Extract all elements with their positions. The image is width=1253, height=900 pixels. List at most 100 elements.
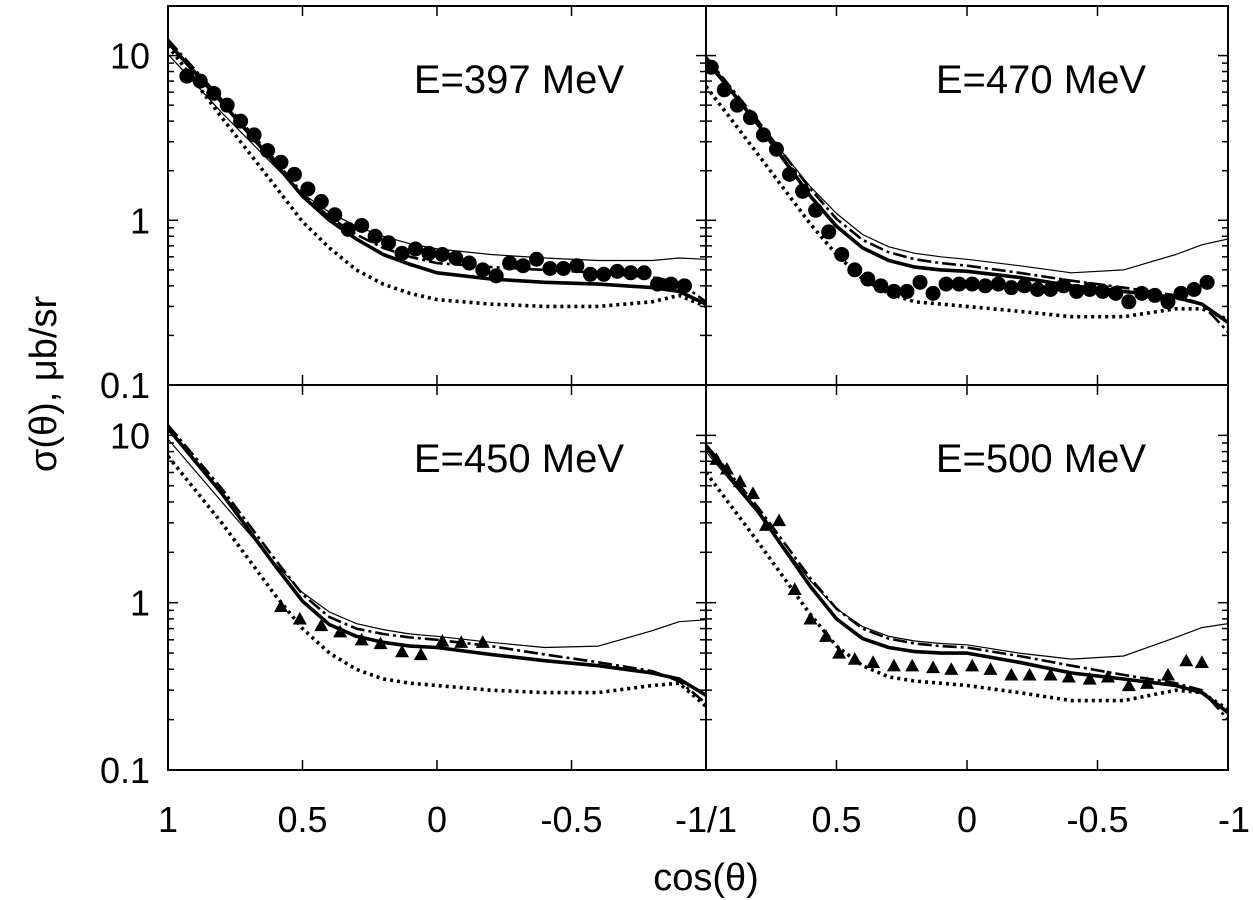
data-point — [1016, 278, 1032, 294]
data-point — [759, 518, 774, 531]
data-point — [768, 141, 784, 157]
data-point — [983, 662, 998, 675]
data-point — [1199, 274, 1215, 290]
data-point — [1121, 678, 1136, 692]
data-point — [407, 241, 423, 257]
data-point — [246, 127, 262, 143]
data-point — [1069, 283, 1085, 299]
data-point — [1095, 283, 1111, 299]
data-point — [569, 258, 585, 274]
data-point — [847, 262, 863, 278]
panel-top-left: E=397 MeV — [168, 5, 706, 386]
data-point — [233, 113, 249, 129]
data-point — [663, 276, 679, 292]
curve-dash-dot — [168, 424, 706, 705]
curve-thick-solid — [168, 41, 706, 306]
data-point — [1100, 669, 1115, 683]
x-tick-label: 0 — [957, 799, 977, 840]
data-point — [795, 183, 811, 199]
data-point — [847, 652, 862, 665]
curve-thick-solid — [706, 446, 1228, 715]
panel-bottom-right: E=500 MeV — [706, 384, 1228, 771]
data-point — [596, 266, 612, 282]
data-point — [873, 278, 889, 294]
curve-dotted — [706, 471, 1228, 712]
data-point — [1056, 278, 1072, 294]
data-point — [709, 452, 724, 465]
data-point — [787, 582, 802, 596]
data-point — [1061, 669, 1076, 683]
curve-dotted — [168, 44, 706, 309]
data-point — [899, 283, 915, 299]
x-tick-label: -0.5 — [1066, 799, 1128, 840]
data-point — [650, 276, 666, 292]
data-point — [219, 97, 235, 113]
y-tick-label: 1 — [130, 583, 150, 624]
data-point — [951, 276, 967, 292]
data-point — [745, 486, 760, 499]
data-point — [1194, 655, 1209, 668]
data-point — [782, 166, 798, 182]
data-point — [905, 658, 920, 672]
data-point — [367, 228, 383, 244]
data-point — [555, 260, 571, 276]
x-tick-label: 0 — [427, 799, 447, 840]
data-point — [636, 265, 652, 281]
data-point — [1179, 653, 1194, 667]
curve-dash-dot — [706, 443, 1228, 721]
data-point — [1173, 285, 1189, 301]
data-point — [542, 260, 558, 276]
data-point — [772, 513, 787, 527]
data-point — [475, 262, 491, 278]
data-point — [1043, 667, 1058, 681]
data-point — [1186, 282, 1202, 298]
x-tick-label: -0.5 — [540, 799, 602, 840]
data-point — [1160, 294, 1176, 310]
data-point — [1004, 667, 1019, 681]
x-tick-label: 1 — [158, 799, 178, 840]
data-point — [965, 658, 980, 672]
data-point — [1108, 285, 1124, 301]
data-point — [716, 82, 732, 98]
data-point — [1082, 671, 1097, 685]
data-point — [1147, 287, 1163, 303]
data-point — [314, 618, 329, 632]
data-point — [1029, 282, 1045, 298]
curves-top-right — [706, 56, 1228, 333]
data-point — [394, 245, 410, 261]
data-point — [977, 278, 993, 294]
data-point — [1134, 285, 1150, 301]
data-point — [1022, 667, 1037, 681]
data-point — [732, 474, 747, 488]
y-tick-label: 10 — [110, 415, 150, 456]
data-point — [1003, 280, 1019, 296]
y-tick-label: 1 — [130, 200, 150, 241]
data-point — [273, 154, 289, 170]
data-point — [1140, 676, 1155, 689]
y-axis-label: σ(θ), μb/sr — [23, 296, 65, 473]
data-point — [475, 635, 490, 648]
panel-top-right: E=470 MeV — [706, 5, 1228, 386]
data-point — [819, 629, 834, 642]
data-point — [729, 97, 745, 113]
data-point — [944, 662, 959, 675]
data-point — [286, 166, 302, 182]
x-tick-label: 0.5 — [277, 799, 327, 840]
data-point — [964, 276, 980, 292]
data-point — [313, 194, 329, 210]
data-point — [925, 285, 941, 301]
data-point — [454, 635, 469, 648]
curve-thin-solid — [706, 62, 1228, 274]
data-point — [623, 265, 639, 281]
data-point — [354, 217, 370, 233]
y-tick-label: 0.1 — [100, 365, 150, 406]
data-point — [609, 263, 625, 279]
data-point — [354, 632, 369, 646]
data-point — [755, 127, 771, 143]
x-tick-label: 0.5 — [811, 799, 861, 840]
data-point — [1121, 294, 1137, 310]
data-point — [292, 611, 307, 625]
energy-label: E=470 MeV — [936, 58, 1146, 102]
curve-thin-solid — [706, 451, 1228, 660]
